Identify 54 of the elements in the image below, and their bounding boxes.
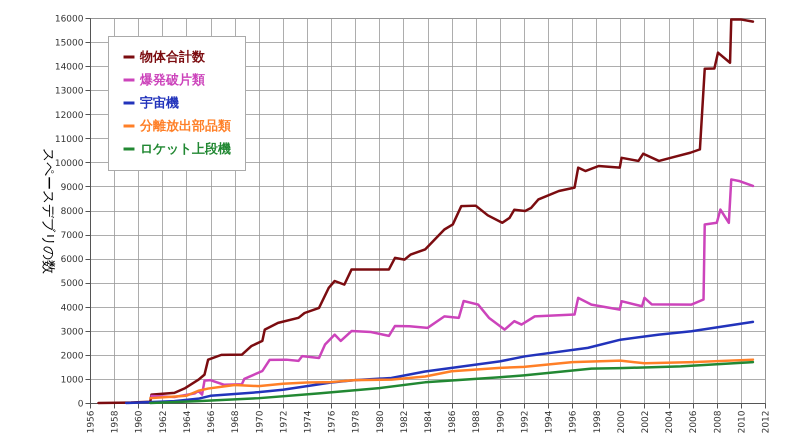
legend-label: 分離放出部品類 — [139, 118, 231, 134]
y-tick-label: 15000 — [54, 38, 84, 49]
y-tick-label: 8000 — [60, 207, 84, 217]
y-tick-label: 12000 — [54, 110, 84, 121]
x-tick-label: 1964 — [182, 410, 193, 434]
y-tick-label: 13000 — [54, 86, 84, 97]
line-series — [97, 18, 754, 404]
y-axis-title: スペースデブリの数 — [40, 148, 56, 274]
x-tick-label: 1980 — [376, 410, 386, 434]
y-tick-label: 4000 — [60, 303, 84, 314]
y-tick-label: 11000 — [54, 134, 84, 145]
x-tick-label: 2006 — [689, 410, 700, 434]
y-tick-label: 7000 — [60, 231, 84, 242]
x-tick-label: 1968 — [231, 410, 242, 434]
y-tick-label: 2000 — [60, 351, 84, 362]
x-tick-label: 1960 — [134, 410, 145, 434]
y-tick-label: 5000 — [60, 279, 84, 290]
x-tick-label: 1984 — [424, 410, 434, 434]
legend-label: 物体合計数 — [139, 49, 206, 65]
y-tick-label: 1000 — [60, 375, 84, 386]
y-tick-label: 16000 — [54, 14, 84, 24]
y-tick-label: 14000 — [54, 62, 84, 73]
x-tick-label: 2012 — [762, 410, 772, 434]
x-tick-label: 1990 — [496, 410, 506, 434]
x-tick-label: 1996 — [568, 410, 579, 434]
line-series — [150, 178, 754, 398]
x-tick-label: 1976 — [328, 410, 338, 434]
x-tick-label: 1998 — [592, 410, 603, 434]
x-tick-label: 1988 — [472, 410, 482, 434]
x-tick-label: 1966 — [207, 410, 218, 434]
y-tick-label: 9000 — [60, 182, 84, 193]
y-tick-label: 0 — [78, 400, 84, 410]
x-tick-label: 1986 — [448, 410, 458, 434]
legend-label: 爆発破片類 — [139, 73, 205, 88]
x-tick-label: 2002 — [640, 410, 651, 434]
y-tick-label: 6000 — [60, 255, 84, 266]
x-tick-label: 1972 — [279, 410, 290, 434]
x-tick-label: 1992 — [520, 410, 530, 434]
x-tick-label: 1962 — [158, 410, 169, 434]
x-tick-label: 1994 — [544, 410, 555, 434]
legend-label: 宇宙機 — [140, 95, 179, 111]
y-tick-label: 3000 — [60, 327, 84, 338]
x-tick-label: 1974 — [303, 410, 314, 434]
x-tick-label: 2000 — [616, 410, 627, 434]
x-tick-label: 2008 — [713, 410, 724, 434]
x-tick-label: 2004 — [665, 410, 676, 434]
y-tick-label: 10000 — [54, 158, 84, 169]
x-tick-label: 1956 — [86, 410, 96, 434]
legend-label: ロケット上段機 — [140, 142, 231, 157]
x-tick-label: 1982 — [400, 410, 410, 434]
x-tick-label: 1978 — [352, 410, 362, 434]
x-tick-label: 1970 — [255, 410, 266, 434]
x-tick-label: 1958 — [110, 410, 121, 434]
x-tick-label: 2010 — [737, 410, 748, 434]
